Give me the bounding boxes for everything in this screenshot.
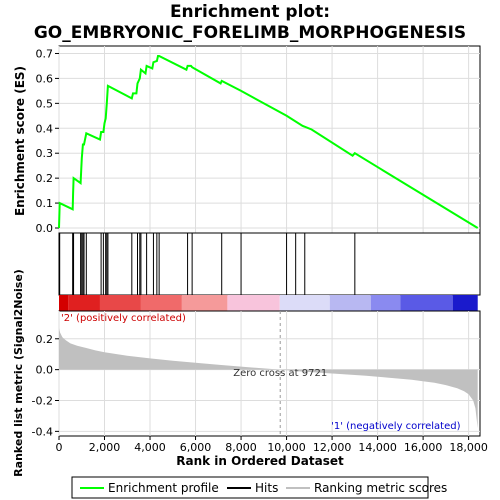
xtick-label: 0 bbox=[56, 441, 63, 454]
metric-y-axis-ticks: 0.2 0.0 -0.2 -0.4 bbox=[32, 333, 59, 439]
xtick-label: 14,000 bbox=[358, 441, 397, 454]
metric-ytick-label: 0.0 bbox=[36, 364, 54, 377]
rank-colorbar bbox=[59, 295, 478, 311]
chart-title-line1: Enrichment plot: bbox=[170, 2, 330, 22]
es-ytick-label: 0.0 bbox=[36, 222, 54, 235]
es-ytick-label: 0.4 bbox=[36, 122, 54, 135]
legend-hits-label: Hits bbox=[255, 481, 278, 495]
es-ytick-label: 0.2 bbox=[36, 172, 54, 185]
hits-frame bbox=[59, 233, 480, 295]
colorbar-segment bbox=[400, 295, 452, 311]
es-ytick-label: 0.1 bbox=[36, 197, 54, 210]
legend: Enrichment profile Hits Ranking metric s… bbox=[72, 477, 447, 498]
xtick-label: 6,000 bbox=[180, 441, 212, 454]
xtick-label: 16,000 bbox=[404, 441, 443, 454]
xtick-label: 10,000 bbox=[267, 441, 306, 454]
hits-panel bbox=[59, 233, 480, 295]
es-y-axis-ticks: 0.0 0.1 0.2 0.3 0.4 0.5 0.6 0.7 bbox=[36, 47, 60, 235]
es-ytick-label: 0.5 bbox=[36, 97, 54, 110]
legend-ranking-label: Ranking metric scores bbox=[314, 481, 447, 495]
metric-ytick-label: -0.4 bbox=[32, 425, 53, 438]
colorbar-segment bbox=[330, 295, 371, 311]
colorbar-segment bbox=[182, 295, 228, 311]
colorbar-segment bbox=[280, 295, 330, 311]
colorbar-segment bbox=[100, 295, 141, 311]
metric-x-axis-ticks: 0 2,000 4,000 6,000 8,000 10,000 12,000 14,000 1… bbox=[56, 436, 488, 454]
es-ytick-label: 0.6 bbox=[36, 72, 54, 85]
es-plot-frame bbox=[59, 46, 480, 233]
legend-enrichment-label: Enrichment profile bbox=[108, 481, 219, 495]
zero-cross-label: Zero cross at 9721 bbox=[233, 368, 327, 379]
xtick-label: 12,000 bbox=[313, 441, 352, 454]
xtick-label: 18,000 bbox=[449, 441, 488, 454]
metric-ytick-label: 0.2 bbox=[36, 333, 54, 346]
positive-correlation-label: '2' (positively correlated) bbox=[61, 313, 186, 324]
colorbar-segment bbox=[68, 295, 100, 311]
xtick-label: 2,000 bbox=[89, 441, 121, 454]
es-ytick-label: 0.3 bbox=[36, 147, 54, 160]
es-ytick-label: 0.7 bbox=[36, 47, 54, 60]
colorbar-segment bbox=[59, 295, 68, 311]
chart-title-line2: GO_EMBRYONIC_FORELIMB_MORPHOGENESIS bbox=[34, 23, 466, 43]
colorbar-segment bbox=[371, 295, 401, 311]
colorbar-segment bbox=[227, 295, 279, 311]
es-y-axis-label: Enrichment score (ES) bbox=[13, 66, 27, 216]
x-axis-label: Rank in Ordered Dataset bbox=[176, 454, 344, 468]
colorbar-segment bbox=[453, 295, 478, 311]
metric-y-axis-label: Ranked list metric (Signal2Noise) bbox=[12, 269, 25, 477]
colorbar-segment bbox=[141, 295, 182, 311]
negative-correlation-label: '1' (negatively correlated) bbox=[331, 421, 460, 432]
xtick-label: 4,000 bbox=[134, 441, 166, 454]
enrichment-score-panel: 0.0 0.1 0.2 0.3 0.4 0.5 0.6 0.7 Enrichment scor… bbox=[13, 46, 480, 235]
xtick-label: 8,000 bbox=[225, 441, 257, 454]
metric-ytick-label: -0.2 bbox=[32, 395, 53, 408]
